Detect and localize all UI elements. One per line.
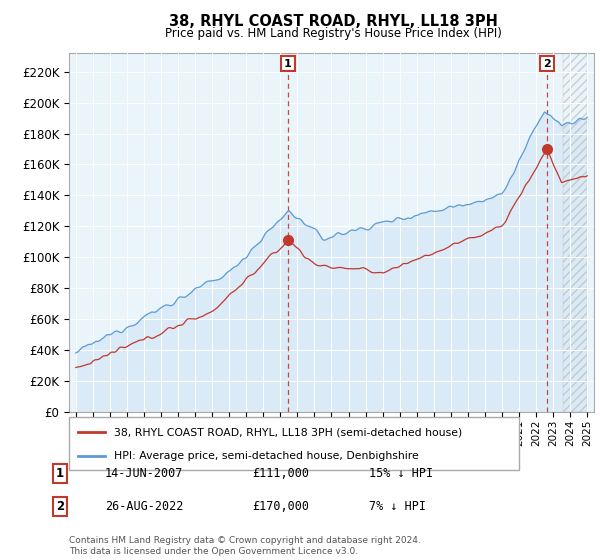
Text: Price paid vs. HM Land Registry's House Price Index (HPI): Price paid vs. HM Land Registry's House …: [164, 27, 502, 40]
Text: 1: 1: [56, 466, 64, 480]
FancyBboxPatch shape: [69, 417, 519, 470]
Text: 26-AUG-2022: 26-AUG-2022: [105, 500, 184, 514]
Text: 2: 2: [56, 500, 64, 514]
Text: Contains HM Land Registry data © Crown copyright and database right 2024.
This d: Contains HM Land Registry data © Crown c…: [69, 536, 421, 556]
Text: 2: 2: [543, 59, 551, 68]
Text: 15% ↓ HPI: 15% ↓ HPI: [369, 466, 433, 480]
Text: 7% ↓ HPI: 7% ↓ HPI: [369, 500, 426, 514]
Text: £111,000: £111,000: [252, 466, 309, 480]
Text: 1: 1: [284, 59, 292, 68]
Text: 38, RHYL COAST ROAD, RHYL, LL18 3PH (semi-detached house): 38, RHYL COAST ROAD, RHYL, LL18 3PH (sem…: [114, 427, 462, 437]
Text: 14-JUN-2007: 14-JUN-2007: [105, 466, 184, 480]
Text: HPI: Average price, semi-detached house, Denbighshire: HPI: Average price, semi-detached house,…: [114, 450, 419, 460]
Text: £170,000: £170,000: [252, 500, 309, 514]
Text: 38, RHYL COAST ROAD, RHYL, LL18 3PH: 38, RHYL COAST ROAD, RHYL, LL18 3PH: [169, 14, 497, 29]
